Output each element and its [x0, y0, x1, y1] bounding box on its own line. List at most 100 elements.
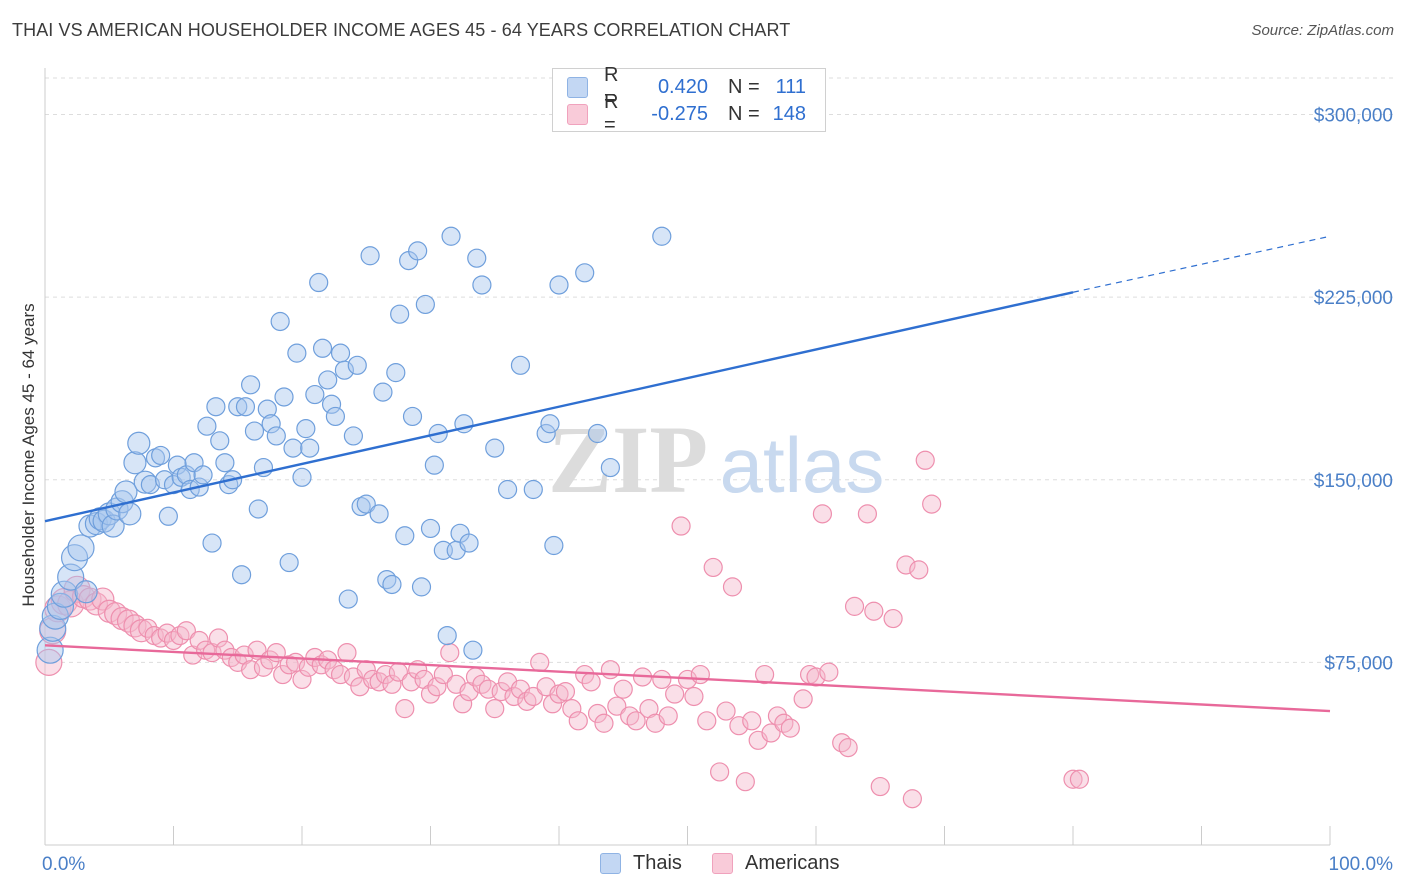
thais-point	[312, 338, 333, 358]
americans-point	[780, 718, 800, 738]
legend-r-label: R =	[604, 64, 619, 109]
series-thais	[36, 226, 672, 664]
thais-point	[408, 241, 428, 261]
thais-point	[373, 382, 393, 402]
americans-point	[844, 596, 865, 616]
watermark: ZIP atlas	[548, 406, 884, 513]
thais-point	[151, 445, 171, 466]
x-tick-labels: 0.0% 100.0%	[42, 854, 1393, 875]
legend-row-americans: R = -0.275 N = 148	[567, 91, 806, 136]
thais-point	[270, 311, 290, 332]
americans-point	[440, 643, 460, 663]
thais-point	[343, 426, 363, 446]
americans-point	[819, 662, 839, 682]
americans-point	[722, 577, 743, 597]
legend-r-value: 0.420	[657, 75, 708, 98]
americans-point	[581, 672, 601, 692]
thais-point	[50, 580, 78, 608]
watermark-zip: ZIP	[548, 406, 708, 513]
americans-point	[671, 516, 691, 536]
legend-label-americans: Americans	[745, 852, 840, 874]
americans-point	[1069, 769, 1090, 789]
americans-point	[176, 621, 196, 641]
thais-point	[510, 355, 531, 375]
americans-point	[208, 628, 229, 648]
thais-point	[206, 397, 226, 417]
thais-point	[309, 272, 329, 293]
legend-swatch-thais	[567, 76, 588, 98]
thais-point	[360, 246, 380, 266]
x-tick-label-max: 100.0%	[1329, 854, 1394, 875]
thais-point	[305, 384, 325, 405]
thais-point	[321, 394, 342, 414]
thais-point	[382, 574, 402, 595]
thais-point	[334, 360, 355, 380]
americans-point	[735, 772, 755, 792]
legend-item-americans: Americans	[712, 852, 839, 875]
thais-point	[235, 397, 256, 417]
thais-point	[244, 421, 265, 441]
thais-point	[101, 514, 125, 538]
thais-point	[74, 580, 98, 604]
americans-point	[247, 640, 267, 660]
thais-point	[193, 465, 213, 485]
thais-point	[261, 414, 281, 434]
legend-n-value: 148	[772, 102, 806, 125]
thais-point	[424, 455, 444, 475]
americans-point	[491, 681, 511, 702]
americans-point	[253, 657, 274, 677]
thais-point	[197, 416, 217, 436]
legend-r-value: -0.275	[651, 102, 708, 125]
thais-point	[540, 414, 560, 434]
thais-point	[402, 406, 423, 427]
thais-point	[347, 355, 367, 375]
americans-point	[922, 494, 942, 514]
americans-point	[838, 738, 858, 758]
americans-point	[594, 713, 614, 733]
thais-point	[356, 494, 376, 514]
americans-point	[915, 450, 935, 470]
thais-point	[283, 438, 303, 458]
legend-swatch-thais	[600, 853, 621, 874]
thais-point	[158, 506, 178, 526]
americans-point	[909, 560, 929, 580]
thais-point	[415, 294, 435, 315]
thais-point	[544, 535, 564, 556]
thais-point	[325, 406, 346, 427]
thais-point	[232, 565, 252, 585]
thais-point	[154, 470, 175, 490]
legend-r-label: R =	[604, 91, 619, 136]
y-tick-label: $225,000	[1314, 288, 1393, 309]
x-tick-label-min: 0.0%	[42, 854, 85, 875]
americans-point	[658, 706, 678, 726]
americans-point	[767, 706, 788, 726]
axes	[44, 68, 1331, 846]
legend-swatch-americans	[567, 103, 588, 125]
thais-point	[36, 636, 64, 664]
americans-point	[613, 679, 633, 699]
americans-point	[138, 618, 158, 638]
thais-point	[300, 438, 320, 458]
correlation-legend: R = 0.420 N = 111 R = -0.275 N = 148	[552, 64, 826, 136]
americans-point	[812, 504, 833, 524]
thais-point	[463, 640, 483, 660]
thais-point	[338, 589, 358, 609]
thais-point	[215, 453, 235, 473]
thais-point	[420, 518, 441, 539]
americans-point	[684, 686, 704, 707]
americans-point	[864, 601, 884, 621]
thais-point	[287, 343, 307, 363]
thais-point	[114, 480, 138, 504]
americans-point	[857, 504, 878, 524]
thais-point	[118, 502, 142, 526]
americans-point	[626, 711, 646, 731]
americans-point	[690, 664, 710, 685]
chart-title: THAI VS AMERICAN HOUSEHOLDER INCOME AGES…	[12, 20, 791, 40]
americans-point	[395, 699, 415, 719]
thais-point	[176, 465, 196, 485]
thais-point	[498, 479, 518, 500]
thais-point	[210, 431, 230, 451]
thais-point	[228, 397, 248, 417]
thais-point	[549, 275, 569, 295]
